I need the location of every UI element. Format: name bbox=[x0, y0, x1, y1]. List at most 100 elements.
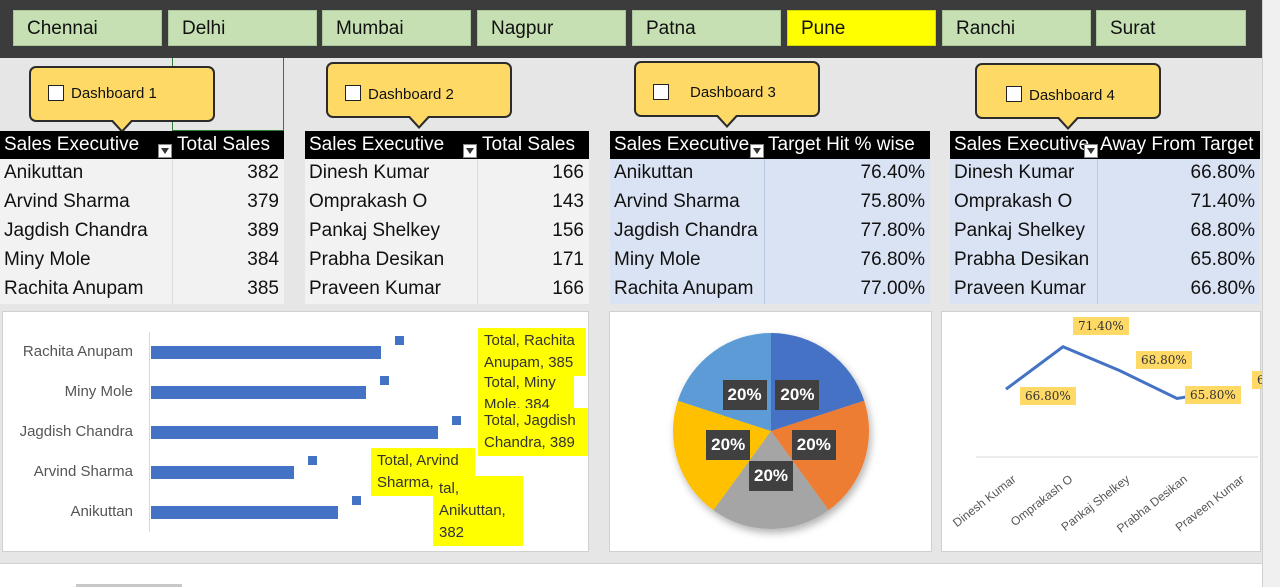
line-chart[interactable]: 66.80% Dinesh Kumar 71.40% Omprakash O 68.80… bbox=[941, 311, 1280, 552]
line-data-label: 68.80% bbox=[1136, 350, 1192, 369]
bar-category-label: Arvind Sharma bbox=[33, 463, 133, 480]
table-row: Miny Mole 76.80% bbox=[610, 246, 930, 275]
filter-dropdown-icon[interactable] bbox=[463, 144, 477, 158]
row-value: 66.80% bbox=[1190, 162, 1255, 183]
row-name: Praveen Kumar bbox=[309, 278, 442, 299]
filter-dropdown-icon[interactable] bbox=[158, 144, 172, 158]
table-row: Praveen Kumar 166 bbox=[305, 275, 589, 304]
slicer-item-surat[interactable]: Surat bbox=[1096, 10, 1246, 46]
header-away-from-target: Away From Target bbox=[1100, 134, 1254, 155]
bar[interactable] bbox=[151, 426, 438, 439]
row-value: 166 bbox=[552, 278, 584, 299]
table-row: Omprakash O 143 bbox=[305, 188, 589, 217]
row-name: Anikuttan bbox=[614, 162, 694, 183]
bar-chart[interactable]: Rachita Anupam Total, Rachita Anupam, 385… bbox=[2, 311, 589, 552]
table-header: Sales Executive Total Sales bbox=[305, 131, 589, 159]
column-divider bbox=[1097, 159, 1098, 304]
vertical-scrollbar[interactable] bbox=[1262, 0, 1280, 587]
table-header: Sales Executive Target Hit % wise bbox=[610, 131, 930, 159]
filter-dropdown-icon[interactable] bbox=[750, 144, 764, 158]
slicer-item-pune[interactable]: Pune bbox=[787, 10, 936, 46]
bar-chart-axis bbox=[149, 332, 150, 532]
table-row: Prabha Desikan 171 bbox=[305, 246, 589, 275]
sheet-tab[interactable] bbox=[76, 584, 182, 587]
row-name: Arvind Sharma bbox=[614, 191, 740, 212]
table-row: Dinesh Kumar 66.80% bbox=[950, 159, 1260, 188]
table-row: Pankaj Shelkey 68.80% bbox=[950, 217, 1260, 246]
dashboard-3-checkbox[interactable] bbox=[653, 84, 669, 100]
bar-category-label: Anikuttan bbox=[70, 503, 133, 520]
bar[interactable] bbox=[151, 466, 295, 479]
sheet-tab-bar bbox=[0, 563, 1262, 587]
row-name: Jagdish Chandra bbox=[4, 220, 148, 241]
bar-marker bbox=[451, 416, 461, 425]
row-name: Dinesh Kumar bbox=[954, 162, 1075, 183]
table-row: Omprakash O 71.40% bbox=[950, 188, 1260, 217]
pie-data-label: 20% bbox=[791, 429, 836, 460]
row-name: Rachita Anupam bbox=[614, 278, 754, 299]
row-value: 66.80% bbox=[1190, 278, 1255, 299]
header-sales-executive: Sales Executive bbox=[954, 134, 1090, 155]
pivot-table-2: Sales Executive Total Sales Dinesh Kumar… bbox=[305, 131, 589, 304]
bar[interactable] bbox=[151, 506, 338, 519]
table-header: Sales Executive Total Sales bbox=[0, 131, 284, 159]
row-name: Omprakash O bbox=[309, 191, 428, 212]
row-name: Miny Mole bbox=[614, 249, 701, 270]
row-name: Pankaj Shelkey bbox=[954, 220, 1085, 241]
slicer-item-mumbai[interactable]: Mumbai bbox=[322, 10, 471, 46]
dashboard-1-checkbox[interactable] bbox=[48, 85, 64, 101]
dashboard-4-label: Dashboard 4 bbox=[1029, 87, 1115, 104]
table-row: Arvind Sharma 379 bbox=[0, 188, 284, 217]
row-value: 71.40% bbox=[1190, 191, 1255, 212]
table-body: Dinesh Kumar 66.80% Omprakash O 71.40% Pan… bbox=[950, 159, 1260, 304]
row-name: Rachita Anupam bbox=[4, 278, 144, 299]
slicer-item-patna[interactable]: Patna bbox=[632, 10, 781, 46]
dashboard-4-callout[interactable]: Dashboard 4 bbox=[975, 63, 1161, 130]
header-sales-executive: Sales Executive bbox=[309, 134, 445, 155]
column-divider bbox=[172, 159, 173, 304]
column-divider bbox=[477, 159, 478, 304]
slicer-item-ranchi[interactable]: Ranchi bbox=[942, 10, 1091, 46]
bar-data-label: Total, Rachita Anupam, 385 bbox=[478, 328, 586, 376]
line-data-label: 71.40% bbox=[1073, 316, 1129, 335]
line-chart-svg bbox=[976, 345, 1258, 458]
dashboard-2-callout[interactable]: Dashboard 2 bbox=[326, 62, 512, 129]
table-row: Anikuttan 76.40% bbox=[610, 159, 930, 188]
slicer-item-chennai[interactable]: Chennai bbox=[13, 10, 162, 46]
dashboard-2-label: Dashboard 2 bbox=[368, 86, 454, 103]
table-row: Jagdish Chandra 77.80% bbox=[610, 217, 930, 246]
row-name: Dinesh Kumar bbox=[309, 162, 430, 183]
bar[interactable] bbox=[151, 346, 381, 359]
header-sales-executive: Sales Executive bbox=[614, 134, 750, 155]
callout-tail-fill bbox=[1058, 116, 1078, 127]
callout-tail-fill bbox=[112, 119, 132, 130]
filter-dropdown-icon[interactable] bbox=[1084, 144, 1098, 158]
dashboard-3-label: Dashboard 3 bbox=[690, 84, 776, 101]
bar-data-label: Total, Jagdish Chandra, 389 bbox=[478, 408, 588, 456]
pivot-table-1: Sales Executive Total Sales Anikuttan 382… bbox=[0, 131, 284, 304]
pie-data-label: 20% bbox=[749, 461, 793, 491]
pie-data-label: 20% bbox=[775, 379, 820, 410]
row-name: Arvind Sharma bbox=[4, 191, 130, 212]
row-value: 382 bbox=[247, 162, 279, 183]
slicer-item-nagpur[interactable]: Nagpur bbox=[477, 10, 626, 46]
row-value: 77.80% bbox=[860, 220, 925, 241]
header-total-sales: Total Sales bbox=[177, 134, 270, 155]
dashboard-1-callout[interactable]: Dashboard 1 bbox=[29, 66, 215, 133]
row-name: Prabha Desikan bbox=[309, 249, 445, 270]
bar[interactable] bbox=[151, 386, 367, 399]
table-row: Praveen Kumar 66.80% bbox=[950, 275, 1260, 304]
city-slicer: Chennai Delhi Mumbai Nagpur Patna Pune R… bbox=[0, 0, 1262, 58]
slicer-item-delhi[interactable]: Delhi bbox=[168, 10, 317, 46]
bar-marker bbox=[351, 496, 361, 505]
row-value: 77.00% bbox=[860, 278, 925, 299]
dashboard-4-checkbox[interactable] bbox=[1006, 86, 1022, 102]
row-value: 76.40% bbox=[860, 162, 925, 183]
table-row: Dinesh Kumar 166 bbox=[305, 159, 589, 188]
dashboard-3-callout[interactable]: Dashboard 3 bbox=[634, 61, 820, 128]
bar-category-label: Miny Mole bbox=[64, 383, 133, 400]
row-value: 166 bbox=[552, 162, 584, 183]
dashboard-1-label: Dashboard 1 bbox=[71, 85, 157, 102]
pie-chart[interactable]: 20% 20% 20% 20% 20% bbox=[609, 311, 932, 552]
dashboard-2-checkbox[interactable] bbox=[345, 85, 361, 101]
